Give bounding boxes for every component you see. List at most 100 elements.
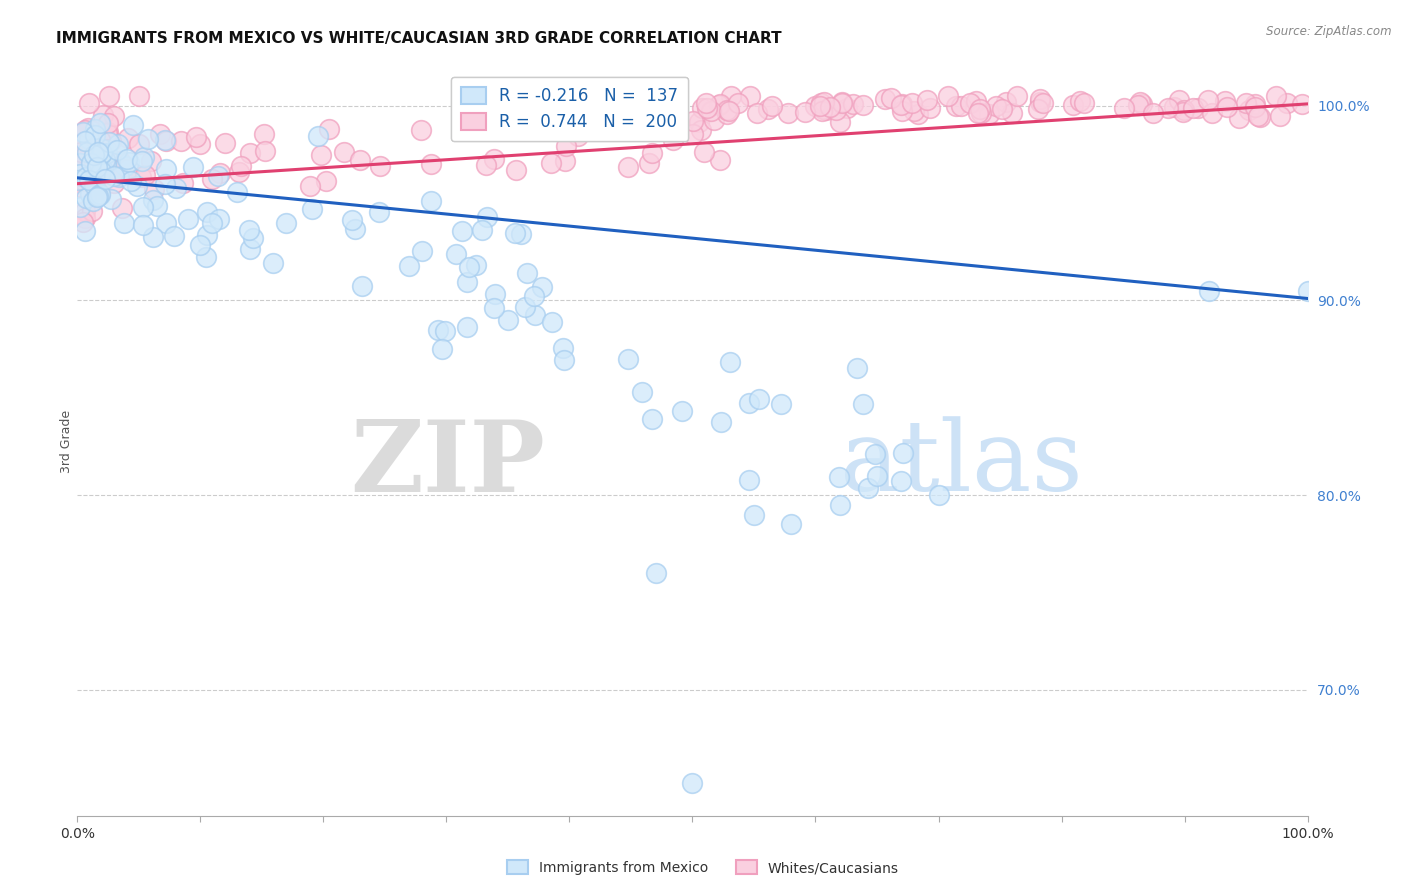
Text: Source: ZipAtlas.com: Source: ZipAtlas.com <box>1267 25 1392 38</box>
Point <box>700 103 723 118</box>
Point <box>409 123 432 137</box>
Point <box>1201 106 1223 120</box>
Point <box>828 470 851 484</box>
Point <box>94 158 117 172</box>
Point <box>873 92 896 106</box>
Point <box>73 157 96 171</box>
Point <box>83 157 105 171</box>
Point <box>108 170 131 185</box>
Point <box>456 275 478 289</box>
Point <box>1128 98 1150 112</box>
Point <box>513 300 536 314</box>
Point <box>72 125 94 139</box>
Point <box>73 123 96 137</box>
Point <box>1213 94 1236 108</box>
Point <box>856 481 879 495</box>
Point <box>155 216 177 230</box>
Point <box>96 127 118 141</box>
Point <box>77 162 100 177</box>
Point <box>986 98 1008 112</box>
Point <box>184 129 207 144</box>
Point <box>153 133 176 147</box>
Text: IMMIGRANTS FROM MEXICO VS WHITE/CAUCASIAN 3RD GRADE CORRELATION CHART: IMMIGRANTS FROM MEXICO VS WHITE/CAUCASIA… <box>56 31 782 46</box>
Point <box>638 156 661 170</box>
Point <box>1244 97 1267 112</box>
Point <box>82 157 104 171</box>
Point <box>1197 93 1219 107</box>
Y-axis label: 3rd Grade: 3rd Grade <box>59 410 73 473</box>
Point <box>86 189 108 203</box>
Point <box>103 109 125 123</box>
Point <box>117 131 139 145</box>
Point <box>82 194 104 208</box>
Point <box>1130 97 1153 112</box>
Point <box>825 103 848 118</box>
Point <box>90 147 112 161</box>
Point <box>890 474 912 488</box>
Point <box>82 124 104 138</box>
Point <box>990 102 1012 116</box>
Point <box>73 156 96 170</box>
Point <box>188 238 211 252</box>
Point <box>83 148 105 162</box>
Point <box>970 106 993 120</box>
Point <box>134 168 156 182</box>
Point <box>75 131 97 145</box>
Point <box>73 134 96 148</box>
Point <box>1029 95 1052 109</box>
Point <box>474 157 496 171</box>
Point <box>115 153 138 167</box>
Point <box>117 161 139 176</box>
Point <box>1163 100 1185 114</box>
Point <box>852 396 875 410</box>
Point <box>1114 101 1136 115</box>
Point <box>720 89 742 103</box>
Point <box>977 107 1000 121</box>
Point <box>1249 110 1271 124</box>
Point <box>554 153 576 168</box>
Point <box>682 776 704 790</box>
Point <box>703 113 725 128</box>
Point <box>67 136 90 151</box>
Point <box>70 180 93 194</box>
Point <box>662 133 685 147</box>
Point <box>201 216 224 230</box>
Point <box>315 174 337 188</box>
Point <box>458 260 481 274</box>
Point <box>693 145 716 159</box>
Point <box>671 403 693 417</box>
Point <box>97 135 120 149</box>
Point <box>66 134 89 148</box>
Point <box>76 169 98 184</box>
Point <box>1168 93 1191 107</box>
Point <box>446 247 468 261</box>
Point <box>831 95 853 110</box>
Point <box>1227 112 1250 126</box>
Point <box>918 101 941 115</box>
Point <box>79 145 101 160</box>
Point <box>738 396 761 410</box>
Point <box>155 134 177 148</box>
Point <box>1296 284 1319 298</box>
Point <box>318 121 340 136</box>
Point <box>299 178 322 193</box>
Point <box>86 184 108 198</box>
Point <box>710 415 733 429</box>
Point <box>226 186 249 200</box>
Point <box>1029 92 1052 106</box>
Point <box>456 319 478 334</box>
Point <box>142 230 165 244</box>
Point <box>516 266 538 280</box>
Point <box>75 169 97 184</box>
Point <box>1237 103 1260 117</box>
Point <box>100 134 122 148</box>
Point <box>86 160 108 174</box>
Point <box>75 224 97 238</box>
Point <box>301 202 323 217</box>
Point <box>69 156 91 170</box>
Point <box>131 153 153 168</box>
Point <box>201 172 224 186</box>
Point <box>737 474 759 488</box>
Point <box>120 174 142 188</box>
Point <box>93 153 115 167</box>
